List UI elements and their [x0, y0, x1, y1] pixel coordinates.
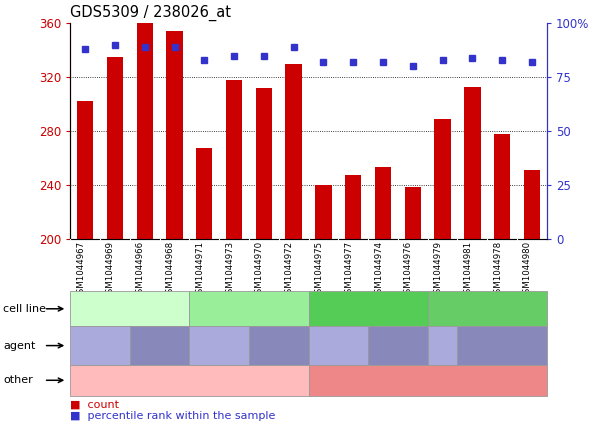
Bar — [494, 134, 510, 239]
Text: control: control — [143, 341, 177, 351]
Text: agent: agent — [3, 341, 35, 351]
Text: sotrastaurin-insensitive: sotrastaurin-insensitive — [358, 374, 497, 387]
Text: Z138: Z138 — [353, 302, 383, 315]
Text: GSM1044966: GSM1044966 — [136, 241, 145, 299]
Text: ■  percentile rank within the sample: ■ percentile rank within the sample — [70, 411, 276, 421]
Text: sotrastau-
rin: sotrastau- rin — [313, 335, 363, 357]
Text: GSM1044974: GSM1044974 — [374, 241, 383, 299]
Text: GSM1044975: GSM1044975 — [315, 241, 323, 299]
Text: other: other — [3, 375, 33, 385]
Text: sotrastau-
rin: sotrastau- rin — [418, 335, 467, 357]
Text: GSM1044980: GSM1044980 — [523, 241, 532, 299]
Text: GSM1044967: GSM1044967 — [76, 241, 85, 299]
Text: GSM1044979: GSM1044979 — [434, 241, 442, 299]
Bar — [107, 57, 123, 239]
Bar — [226, 80, 243, 239]
Text: sotrastaurin-sensitive: sotrastaurin-sensitive — [125, 374, 254, 387]
Text: Mino: Mino — [235, 302, 263, 315]
Bar — [345, 175, 362, 239]
Text: GSM1044968: GSM1044968 — [166, 241, 175, 299]
Bar — [196, 148, 213, 239]
Bar — [375, 167, 391, 239]
Text: GSM1044977: GSM1044977 — [344, 241, 353, 299]
Bar — [524, 170, 540, 239]
Text: GSM1044969: GSM1044969 — [106, 241, 115, 299]
Text: GSM1044981: GSM1044981 — [463, 241, 472, 299]
Text: sotrastau-
rin: sotrastau- rin — [194, 335, 244, 357]
Bar — [434, 119, 451, 239]
Text: GSM1044976: GSM1044976 — [404, 241, 413, 299]
Bar — [464, 87, 481, 239]
Text: GSM1044973: GSM1044973 — [225, 241, 234, 299]
Text: GDS5309 / 238026_at: GDS5309 / 238026_at — [70, 4, 232, 21]
Text: GSM1044971: GSM1044971 — [196, 241, 204, 299]
Text: control: control — [485, 341, 519, 351]
Text: GSM1044972: GSM1044972 — [285, 241, 294, 299]
Bar — [315, 185, 332, 239]
Bar — [285, 63, 302, 239]
Text: GSM1044978: GSM1044978 — [493, 241, 502, 299]
Text: Maver-1: Maver-1 — [463, 302, 511, 315]
Text: ■  count: ■ count — [70, 399, 119, 409]
Text: control: control — [262, 341, 296, 351]
Text: GSM1044970: GSM1044970 — [255, 241, 264, 299]
Text: Jeko-1: Jeko-1 — [112, 302, 148, 315]
Text: control: control — [381, 341, 415, 351]
Text: sotrastau-
rin: sotrastau- rin — [75, 335, 125, 357]
Bar — [166, 31, 183, 239]
Bar — [255, 88, 272, 239]
Bar — [77, 102, 93, 239]
Text: cell line: cell line — [3, 304, 46, 314]
Bar — [136, 23, 153, 239]
Bar — [404, 187, 421, 239]
